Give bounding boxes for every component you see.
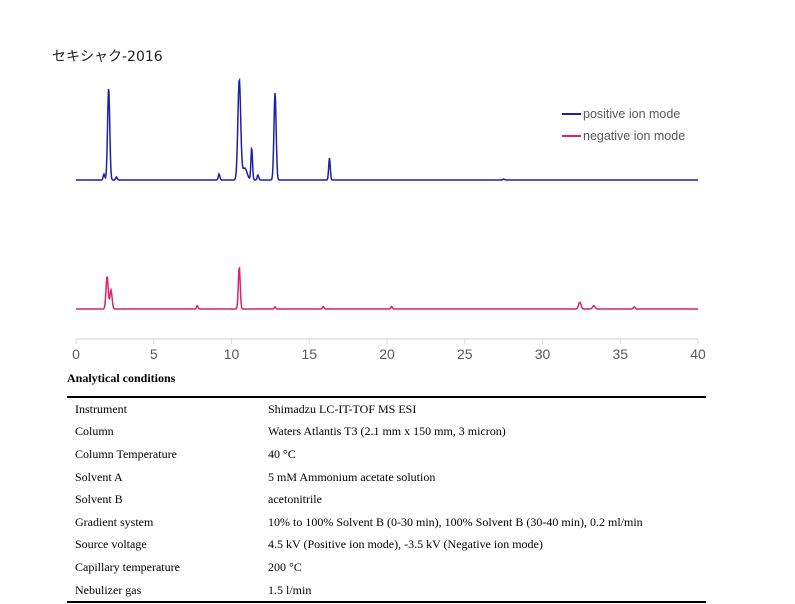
x-tick-label: 0: [72, 346, 80, 362]
x-tick-label: 25: [457, 346, 473, 362]
chart-legend: positive ion mode negative ion mode: [562, 107, 685, 143]
conditions-row: Instrument Shimadzu LC-IT-TOF MS ESI: [67, 397, 706, 421]
x-axis-ticks: 0 5 10 15 20 25 30 35 40: [72, 339, 706, 362]
condition-value: 10% to 100% Solvent B (0-30 min), 100% S…: [268, 514, 643, 529]
condition-key: Solvent A: [75, 469, 123, 484]
chromatogram-chart: セキシャク-2016 0 5 10 15 20 25 30 35 40 positive ion…: [52, 49, 706, 362]
chart-title: セキシャク-2016: [52, 49, 163, 65]
condition-key: Column Temperature: [75, 446, 177, 461]
series-line-positive: [76, 77, 698, 181]
condition-value: 4.5 kV (Positive ion mode), -3.5 kV (Neg…: [268, 537, 543, 552]
legend-label-positive: positive ion mode: [583, 107, 680, 121]
x-tick-label: 30: [535, 346, 551, 362]
x-tick-label: 20: [379, 346, 395, 362]
condition-key: Source voltage: [75, 537, 147, 552]
condition-value: 5 mM Ammonium acetate solution: [268, 469, 436, 484]
x-tick-label: 10: [224, 346, 240, 362]
condition-key: Nebulizer gas: [75, 582, 142, 597]
conditions-row: Column Waters Atlantis T3 (2.1 mm x 150 m…: [67, 421, 706, 444]
condition-value: Waters Atlantis T3 (2.1 mm x 150 mm, 3 m…: [268, 424, 506, 439]
x-tick-label: 15: [301, 346, 317, 362]
conditions-row: Solvent B acetonitrile: [67, 488, 706, 511]
chart-traces: [76, 77, 698, 310]
conditions-row: Nebulizer gas 1.5 l/min: [67, 579, 706, 603]
condition-value: 1.5 l/min: [268, 582, 312, 597]
condition-key: Gradient system: [75, 514, 154, 529]
conditions-row: Column Temperature 40 °C: [67, 443, 706, 466]
condition-value: Shimadzu LC-IT-TOF MS ESI: [268, 401, 417, 416]
conditions-row: Capillary temperature 200 °C: [67, 556, 706, 579]
condition-key: Capillary temperature: [75, 559, 180, 574]
x-tick-label: 35: [612, 346, 628, 362]
conditions-row: Source voltage 4.5 kV (Positive ion mode)…: [67, 534, 706, 557]
conditions-row: Gradient system 10% to 100% Solvent B (0-…: [67, 511, 706, 534]
conditions-table-body: Instrument Shimadzu LC-IT-TOF MS ESI Colum…: [67, 397, 706, 602]
series-line-negative: [76, 266, 698, 310]
condition-value: acetonitrile: [268, 492, 322, 507]
x-tick-label: 5: [150, 346, 158, 362]
conditions-row: Solvent A 5 mM Ammonium acetate solution: [67, 466, 706, 489]
conditions-heading: Analytical conditions: [67, 371, 176, 385]
legend-label-negative: negative ion mode: [583, 129, 685, 143]
conditions-table: Instrument Shimadzu LC-IT-TOF MS ESI Colum…: [67, 396, 706, 604]
condition-key: Solvent B: [75, 492, 123, 507]
condition-key: Instrument: [75, 401, 127, 416]
x-tick-label: 40: [690, 346, 706, 362]
condition-value: 200 °C: [268, 559, 302, 574]
condition-value: 40 °C: [268, 446, 296, 461]
condition-key: Column: [75, 424, 114, 439]
